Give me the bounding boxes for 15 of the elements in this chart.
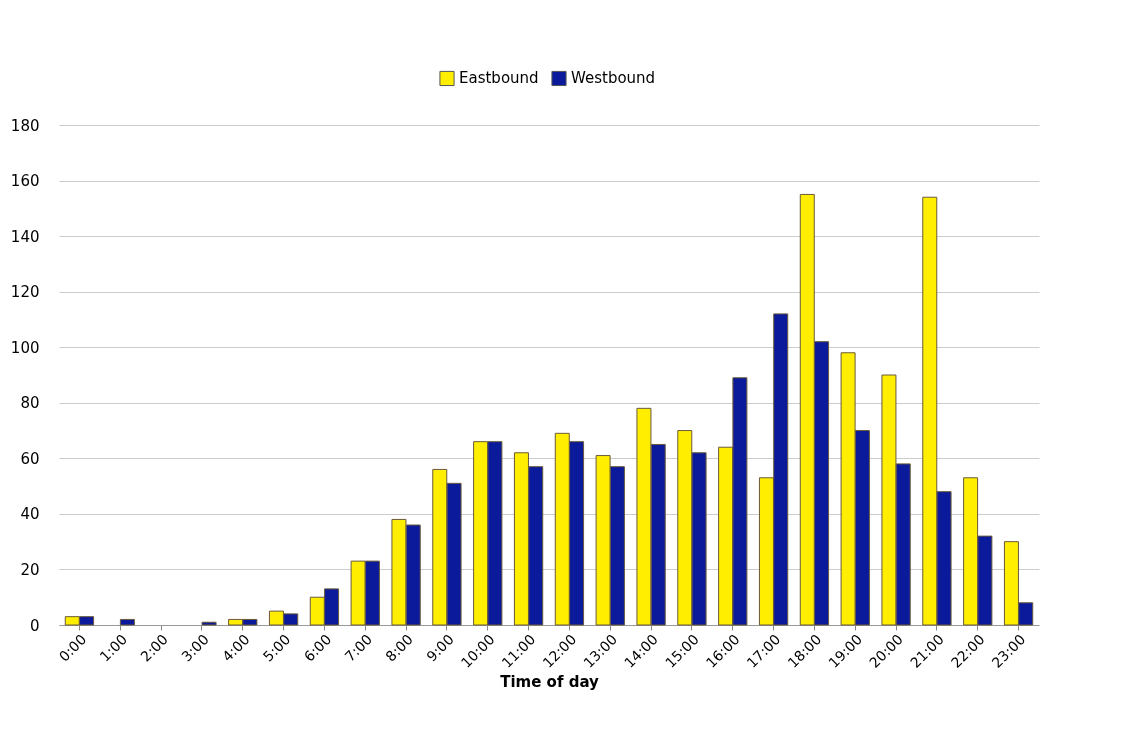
legend-label: Westbound [571,69,656,88]
y-tick-label: 100 [10,338,40,357]
y-tick-label: 40 [20,505,40,524]
y-tick-label: 180 [10,116,40,135]
bar [201,621,217,626]
y-tick-label: 20 [20,560,40,579]
y-tick-label: 140 [10,227,40,246]
y-tick-label: 60 [20,449,40,468]
y-tick-label: 0 [29,616,40,635]
legend-label: Eastbound [459,69,539,88]
y-tick-label: 160 [10,172,40,191]
bar [119,618,135,626]
x-axis-title: Time of day [500,672,600,691]
y-tick-label: 80 [20,394,40,413]
y-tick-label: 120 [10,283,40,302]
